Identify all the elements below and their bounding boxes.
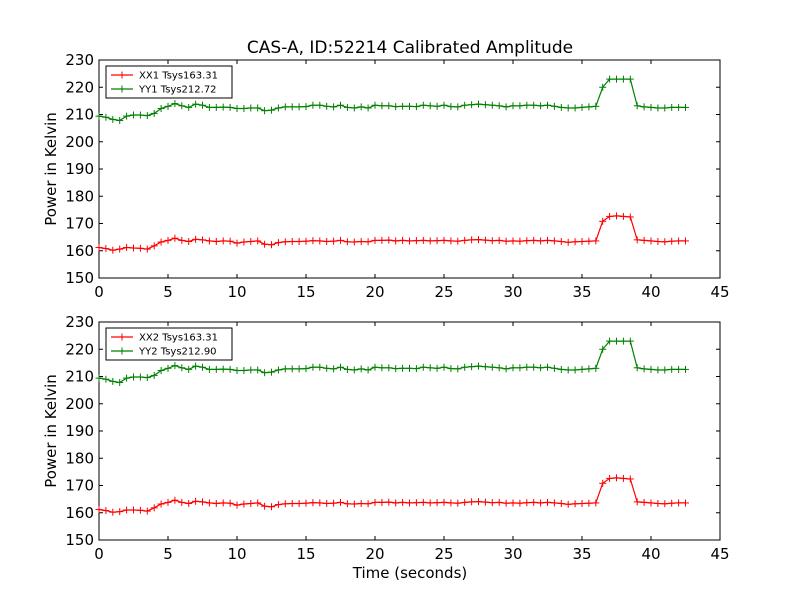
y-tick-label: 180	[65, 449, 94, 467]
x-tick-label: 15	[296, 545, 315, 563]
y-tick-label: 170	[65, 215, 94, 233]
legend: XX1 Tsys163.31 YY1 Tsys212.72	[105, 65, 233, 99]
x-tick-label: 10	[227, 545, 246, 563]
legend-box	[105, 327, 233, 361]
y-tick-label: 220	[65, 340, 94, 358]
y-tick-label: 150	[65, 531, 94, 549]
y-tick-label: 150	[65, 269, 94, 287]
y-tick-label: 160	[65, 242, 94, 260]
y-tick-label: 200	[65, 133, 94, 151]
y-tick-label: 170	[65, 477, 94, 495]
x-tick-label: 40	[641, 283, 660, 301]
x-tick-label: 40	[641, 545, 660, 563]
y-tick-label: 190	[65, 422, 94, 440]
y-tick-label: 180	[65, 187, 94, 205]
subplots: 0 5 10 15 20 25 30 35 40 451501601701801902002102…	[42, 51, 730, 563]
legend: XX2 Tsys163.31 YY2 Tsys212.90	[105, 327, 233, 361]
x-tick-label: 15	[296, 283, 315, 301]
x-tick-label: 20	[365, 545, 384, 563]
legend-entry: XX2 Tsys163.31	[139, 333, 218, 344]
series-2	[95, 337, 689, 386]
y-tick-label: 230	[65, 51, 94, 69]
x-tick-label: 5	[163, 283, 173, 301]
series-2	[95, 75, 689, 124]
figure-title: CAS-A, ID:52214 Calibrated Amplitude	[247, 38, 573, 58]
legend-box	[105, 65, 233, 99]
x-tick-label: 10	[227, 283, 246, 301]
x-tick-label: 0	[94, 283, 104, 301]
y-axis-label: Power in Kelvin	[42, 112, 60, 226]
subplot-1: 0 5 10 15 20 25 30 35 40 45 150 160 170 180 190 200 210 2…	[42, 51, 730, 301]
y-tick-label: 210	[65, 106, 94, 124]
y-axis-label: Power in Kelvin	[42, 374, 60, 488]
y-tick-label: 190	[65, 160, 94, 178]
legend-entry: YY1 Tsys212.72	[138, 85, 217, 96]
x-tick-label: 25	[434, 545, 453, 563]
series-1	[95, 474, 689, 516]
y-tick-label: 210	[65, 368, 94, 386]
legend-entry: XX1 Tsys163.31	[139, 71, 218, 82]
x-tick-label: 20	[365, 283, 384, 301]
x-tick-label: 0	[94, 545, 104, 563]
y-tick-label: 200	[65, 395, 94, 413]
y-tick-label: 220	[65, 78, 94, 96]
subplot-2: 0 5 10 15 20 25 30 35 40 45 150 160 170 180 190 200 210 2…	[42, 313, 730, 563]
series-1	[95, 212, 689, 254]
x-tick-label: 45	[710, 545, 729, 563]
x-tick-label: 35	[572, 545, 591, 563]
x-tick-label: 30	[503, 283, 522, 301]
legend-entry: YY2 Tsys212.90	[138, 347, 217, 358]
x-tick-label: 5	[163, 545, 173, 563]
x-tick-label: 30	[503, 545, 522, 563]
x-tick-label: 45	[710, 283, 729, 301]
x-axis-label: Time (seconds)	[352, 564, 468, 582]
y-tick-label: 160	[65, 504, 94, 522]
x-tick-label: 25	[434, 283, 453, 301]
y-tick-label: 230	[65, 313, 94, 331]
x-tick-label: 35	[572, 283, 591, 301]
